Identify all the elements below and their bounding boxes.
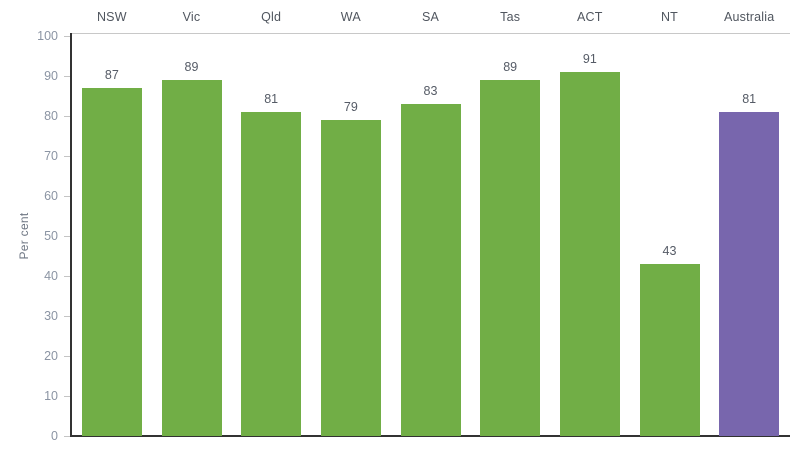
y-tick-label-10: 10 (44, 389, 58, 403)
bar-value-label-act: 91 (582, 52, 597, 66)
column-header-tas: Tas (500, 10, 521, 24)
y-tick-label-30: 30 (44, 309, 58, 323)
bar-value-label-australia: 81 (742, 92, 757, 106)
y-tick-label-80: 80 (44, 109, 58, 123)
y-tick-label-20: 20 (44, 349, 58, 363)
y-axis-line (70, 33, 72, 437)
y-tick-mark-0 (64, 436, 70, 437)
y-tick-label-40: 40 (44, 269, 58, 283)
column-header-act: ACT (577, 10, 603, 24)
y-tick-mark-10 (64, 396, 70, 397)
x-axis-line (70, 435, 790, 437)
bar-sa[interactable] (400, 104, 461, 436)
column-header-nsw: NSW (96, 10, 127, 24)
bar-tas[interactable] (480, 80, 541, 436)
bar-value-label-nsw: 87 (104, 68, 119, 82)
bar-nt[interactable] (639, 264, 700, 436)
y-tick-label-70: 70 (44, 149, 58, 163)
y-tick-mark-70 (64, 156, 70, 157)
y-tick-mark-60 (64, 196, 70, 197)
bar-value-label-qld: 81 (264, 92, 279, 106)
y-tick-label-100: 100 (37, 29, 58, 43)
bar-wa[interactable] (320, 120, 381, 436)
y-tick-label-50: 50 (44, 229, 58, 243)
bar-value-label-vic: 89 (184, 60, 199, 74)
y-tick-mark-100 (64, 36, 70, 37)
y-tick-label-90: 90 (44, 69, 58, 83)
column-header-australia: Australia (723, 10, 775, 24)
y-tick-mark-90 (64, 76, 70, 77)
bar-value-label-tas: 89 (503, 60, 518, 74)
y-tick-label-60: 60 (44, 189, 58, 203)
bar-nsw[interactable] (81, 88, 142, 436)
column-headers: NSW Vic Qld WA SA Tas ACT NT Australia (72, 0, 789, 33)
y-tick-mark-80 (64, 116, 70, 117)
y-tick-mark-30 (64, 316, 70, 317)
bar-australia[interactable] (719, 112, 780, 436)
column-header-sa: SA (421, 10, 440, 24)
column-header-qld: Qld (261, 10, 282, 24)
y-tick-label-0: 0 (51, 429, 58, 443)
column-header-nt: NT (660, 10, 679, 24)
y-tick-mark-20 (64, 356, 70, 357)
bar-act[interactable] (559, 72, 620, 436)
y-tick-mark-40 (64, 276, 70, 277)
bar-qld[interactable] (241, 112, 302, 436)
header-underline (72, 33, 790, 34)
column-header-vic: Vic (182, 10, 201, 24)
y-tick-mark-50 (64, 236, 70, 237)
bar-vic[interactable] (161, 80, 222, 436)
plot-pane: 87 89 81 79 83 89 91 43 81 (72, 36, 789, 436)
bar-value-label-sa: 83 (423, 84, 438, 98)
column-header-wa: WA (340, 10, 361, 24)
bar-value-label-nt: 43 (662, 244, 677, 258)
bar-value-label-wa: 79 (343, 100, 358, 114)
